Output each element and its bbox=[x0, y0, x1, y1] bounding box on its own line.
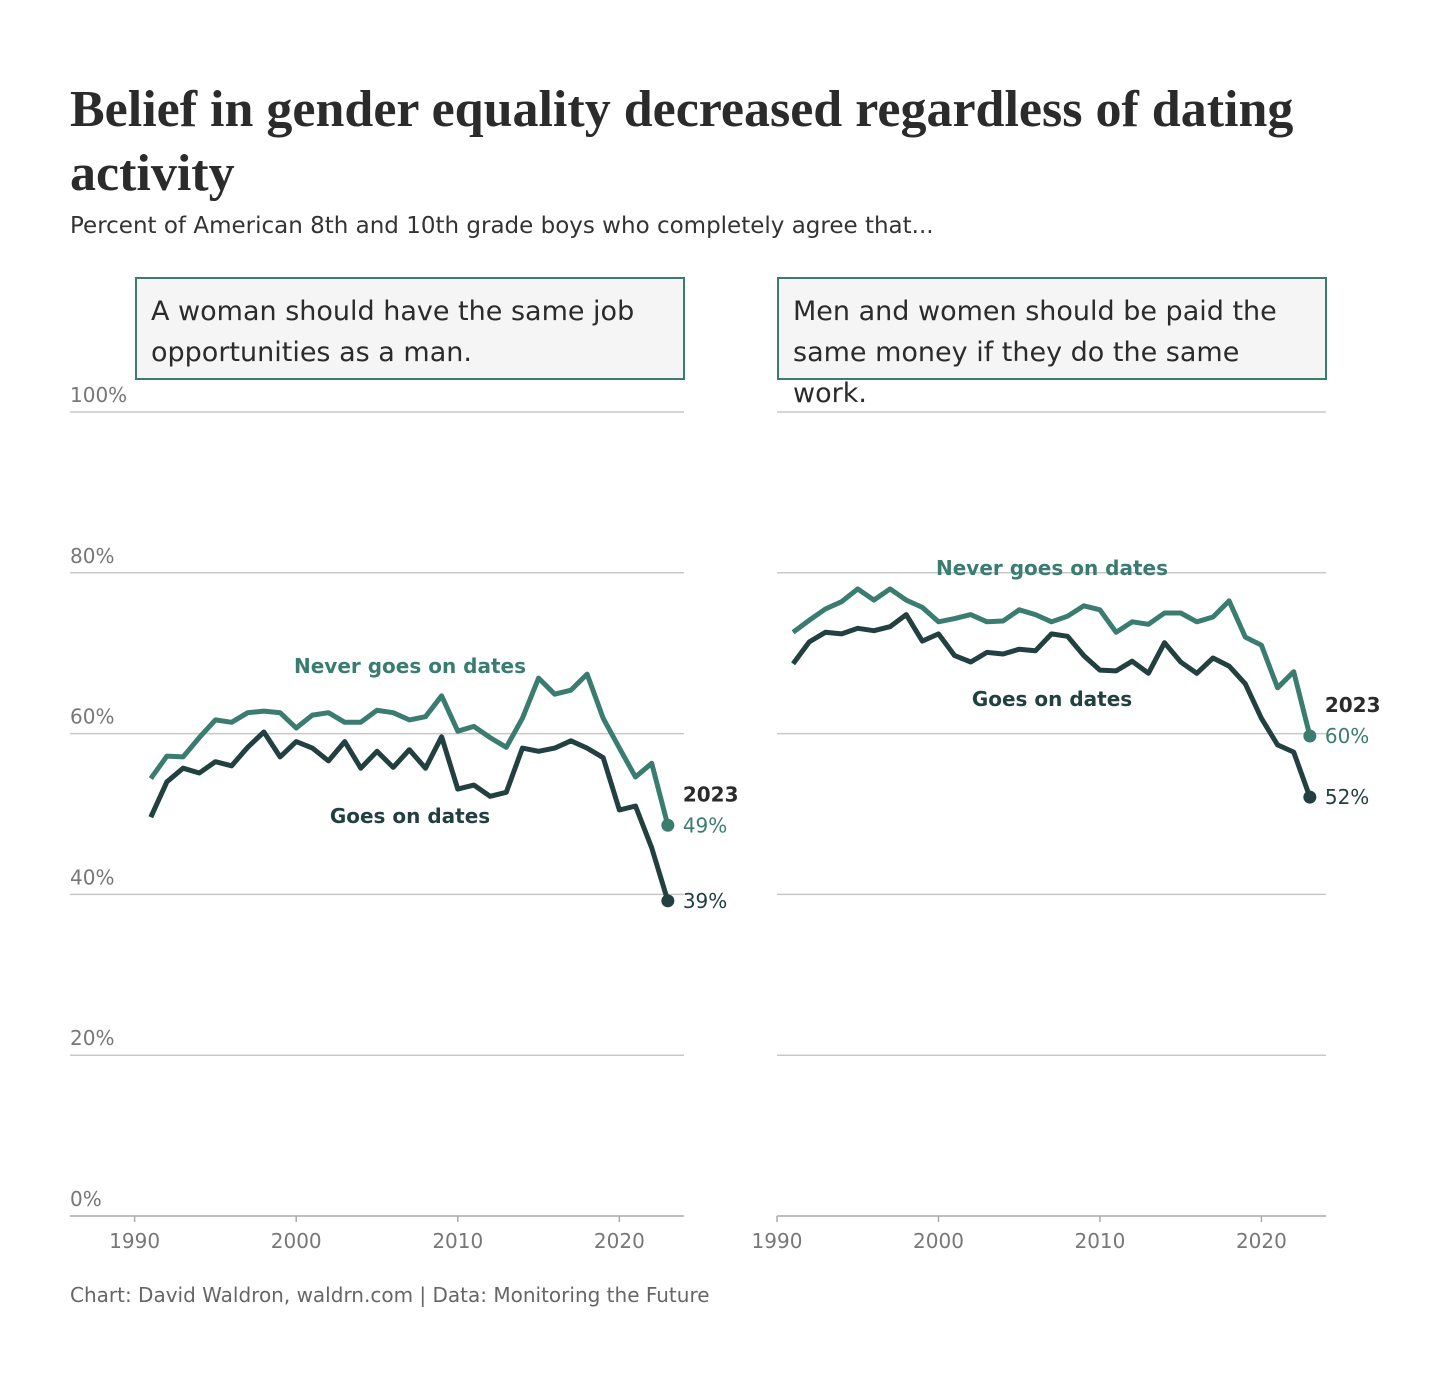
value-label: 60% bbox=[1325, 724, 1369, 748]
annotation: 2023 bbox=[1325, 693, 1381, 717]
y-tick-label: 80% bbox=[70, 544, 114, 568]
title: Belief in gender equality decreased rega… bbox=[70, 81, 1294, 202]
x-tick-label: 2000 bbox=[271, 1229, 322, 1253]
annotation: 2023 bbox=[683, 782, 739, 806]
series-label: Never goes on dates bbox=[936, 556, 1168, 580]
x-tick-label: 2000 bbox=[913, 1229, 964, 1253]
value-label: 52% bbox=[1325, 785, 1369, 809]
line bbox=[148, 671, 671, 826]
y-tick-label: 20% bbox=[70, 1026, 114, 1050]
end-point bbox=[661, 818, 675, 832]
panel-title: Men and women should be paid the same mo… bbox=[777, 277, 1327, 409]
end-point bbox=[1303, 729, 1317, 743]
value-label: 39% bbox=[683, 889, 727, 913]
line bbox=[148, 729, 671, 902]
end-point bbox=[1303, 790, 1317, 804]
line bbox=[791, 612, 1313, 798]
end-point bbox=[661, 894, 675, 908]
x-tick-label: 2020 bbox=[594, 1229, 645, 1253]
value-label: 49% bbox=[683, 813, 727, 837]
series-label: Goes on dates bbox=[330, 804, 490, 828]
y-tick-label: 0% bbox=[70, 1187, 102, 1211]
x-tick-label: 2020 bbox=[1236, 1229, 1287, 1253]
y-tick-label: 100% bbox=[70, 383, 127, 407]
x-tick-label: 2010 bbox=[432, 1229, 483, 1253]
y-tick-label: 40% bbox=[70, 865, 114, 889]
series-label: Goes on dates bbox=[972, 687, 1132, 711]
line bbox=[791, 586, 1313, 737]
y-tick-label: 60% bbox=[70, 705, 114, 729]
caption: Chart: David Waldron, waldrn.com | Data:… bbox=[70, 1283, 710, 1307]
x-tick-label: 1990 bbox=[752, 1229, 803, 1253]
series-label: Never goes on dates bbox=[294, 654, 526, 678]
subtitle: Percent of American 8th and 10th grade b… bbox=[70, 213, 934, 239]
x-tick-label: 2010 bbox=[1074, 1229, 1125, 1253]
panel-title: A woman should have the same job opportu… bbox=[135, 277, 685, 380]
x-tick-label: 1990 bbox=[109, 1229, 160, 1253]
